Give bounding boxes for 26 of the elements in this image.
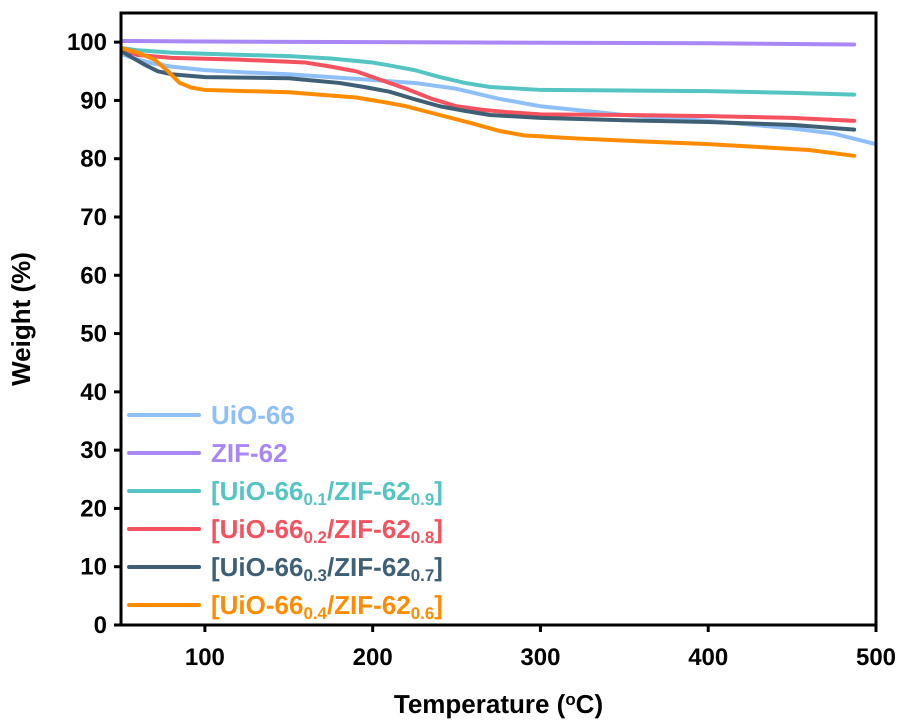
x-tick-label: 200 [352, 644, 393, 671]
y-tick-label: 90 [80, 87, 107, 114]
legend-label: UiO-66 [211, 400, 295, 430]
y-tick-label: 0 [94, 612, 107, 639]
y-tick-label: 100 [66, 29, 107, 56]
y-tick-label: 70 [80, 204, 107, 231]
line-series [121, 46, 856, 158]
x-tick-label: 300 [520, 644, 560, 671]
legend-label: [UiO-66$_{0.1}$/ZIF-62$_{0.9}$] [211, 476, 443, 510]
y-tick-label: 20 [80, 495, 107, 522]
x-tick-label: 100 [184, 644, 225, 671]
x-axis-title: Temperature ($^{o}$C) [394, 689, 604, 719]
legend-label: [UiO-66$_{0.4}$/ZIF-62$_{0.6}$] [211, 590, 443, 624]
x-tick-label: 400 [688, 644, 728, 671]
y-tick-label: 30 [80, 437, 107, 464]
y-tick-label: 50 [80, 320, 107, 348]
y-axis-title: Weight (%) [6, 252, 36, 386]
y-tick-label: 80 [80, 146, 107, 173]
line-series [121, 46, 856, 97]
legend-label: [UiO-66$_{0.2}$/ZIF-62$_{0.8}$] [211, 514, 443, 548]
y-tick-label: 60 [80, 262, 107, 290]
x-tick-label: 500 [856, 644, 896, 671]
legend-label: [UiO-66$_{0.3}$/ZIF-62$_{0.7}$] [211, 552, 443, 586]
y-tick-label: 10 [80, 554, 107, 581]
y-tick-label: 40 [80, 378, 107, 406]
legend-label: ZIF-62 [211, 438, 288, 468]
